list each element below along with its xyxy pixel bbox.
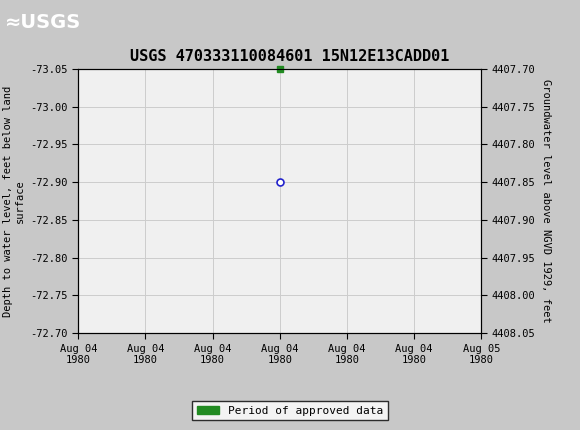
Y-axis label: Groundwater level above NGVD 1929, feet: Groundwater level above NGVD 1929, feet — [541, 79, 551, 323]
Legend: Period of approved data: Period of approved data — [193, 401, 387, 420]
Text: USGS 470333110084601 15N12E13CADD01: USGS 470333110084601 15N12E13CADD01 — [130, 49, 450, 64]
Text: ≈USGS: ≈USGS — [5, 13, 81, 32]
Y-axis label: Depth to water level, feet below land
surface: Depth to water level, feet below land su… — [3, 86, 25, 316]
